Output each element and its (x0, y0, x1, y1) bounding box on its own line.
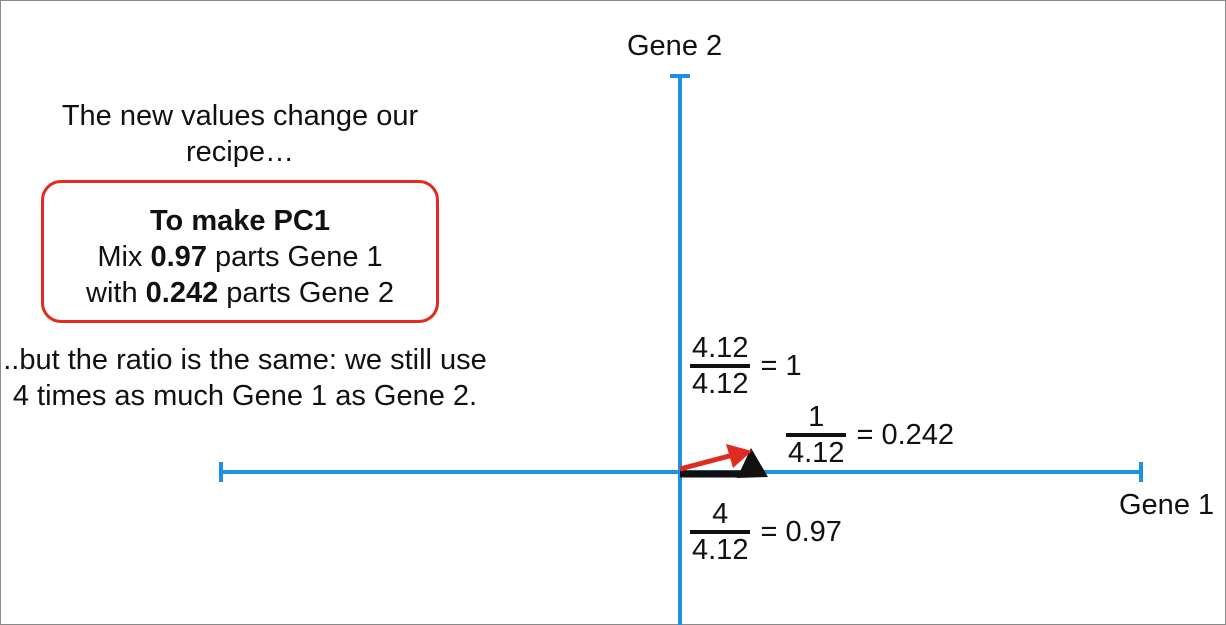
gene1-axis-label: Gene 1 (1119, 489, 1215, 521)
fraction-bottom: 4 4.12 = 0.97 (690, 498, 842, 566)
fraction-top-bar (690, 364, 751, 368)
gene2-axis-label: Gene 2 (627, 30, 723, 62)
intro-text: The new values change our recipe… (61, 100, 419, 168)
recipe-line1-suffix: parts Gene 1 (206, 241, 383, 273)
fraction-right-result: = 0.242 (856, 418, 955, 451)
recipe-line2-suffix: parts Gene 2 (218, 277, 394, 309)
new-vector-arrowhead (726, 444, 752, 468)
fraction-bottom-result: = 0.97 (760, 515, 842, 548)
fraction-bottom-bar (690, 530, 751, 534)
recipe-gene1-value: 0.97 (150, 241, 207, 273)
fraction-top: 4.12 4.12 = 1 (690, 332, 802, 400)
fraction-bottom-stack: 4 4.12 (690, 498, 751, 566)
recipe-line2-prefix: with (86, 277, 146, 309)
fraction-top-result: = 1 (760, 349, 802, 382)
fraction-right-bar (786, 433, 847, 437)
fraction-right-stack: 1 4.12 (786, 401, 847, 469)
fraction-bottom-denominator: 4.12 (692, 534, 749, 566)
recipe-line1-prefix: Mix (97, 241, 151, 273)
fraction-right-denominator: 4.12 (788, 437, 845, 469)
recipe-line-gene1: Mix 0.97 parts Gene 1 (44, 239, 436, 275)
fraction-right-numerator: 1 (808, 401, 825, 433)
ratio-text: ..but the ratio is the same: we still us… (3, 344, 487, 412)
recipe-box: To make PC1 Mix 0.97 parts Gene 1 with 0… (41, 180, 439, 323)
recipe-line-gene2: with 0.242 parts Gene 2 (44, 275, 436, 311)
recipe-gene2-value: 0.242 (145, 277, 219, 309)
fraction-top-numerator: 4.12 (692, 332, 749, 364)
recipe-title: To make PC1 (150, 205, 330, 237)
fraction-bottom-numerator: 4 (712, 498, 729, 530)
fraction-right: 1 4.12 = 0.242 (786, 401, 954, 469)
fraction-top-stack: 4.12 4.12 (690, 332, 751, 400)
fraction-top-denominator: 4.12 (692, 368, 749, 400)
new-vector (679, 452, 734, 472)
original-vector-arrowhead (737, 448, 768, 478)
